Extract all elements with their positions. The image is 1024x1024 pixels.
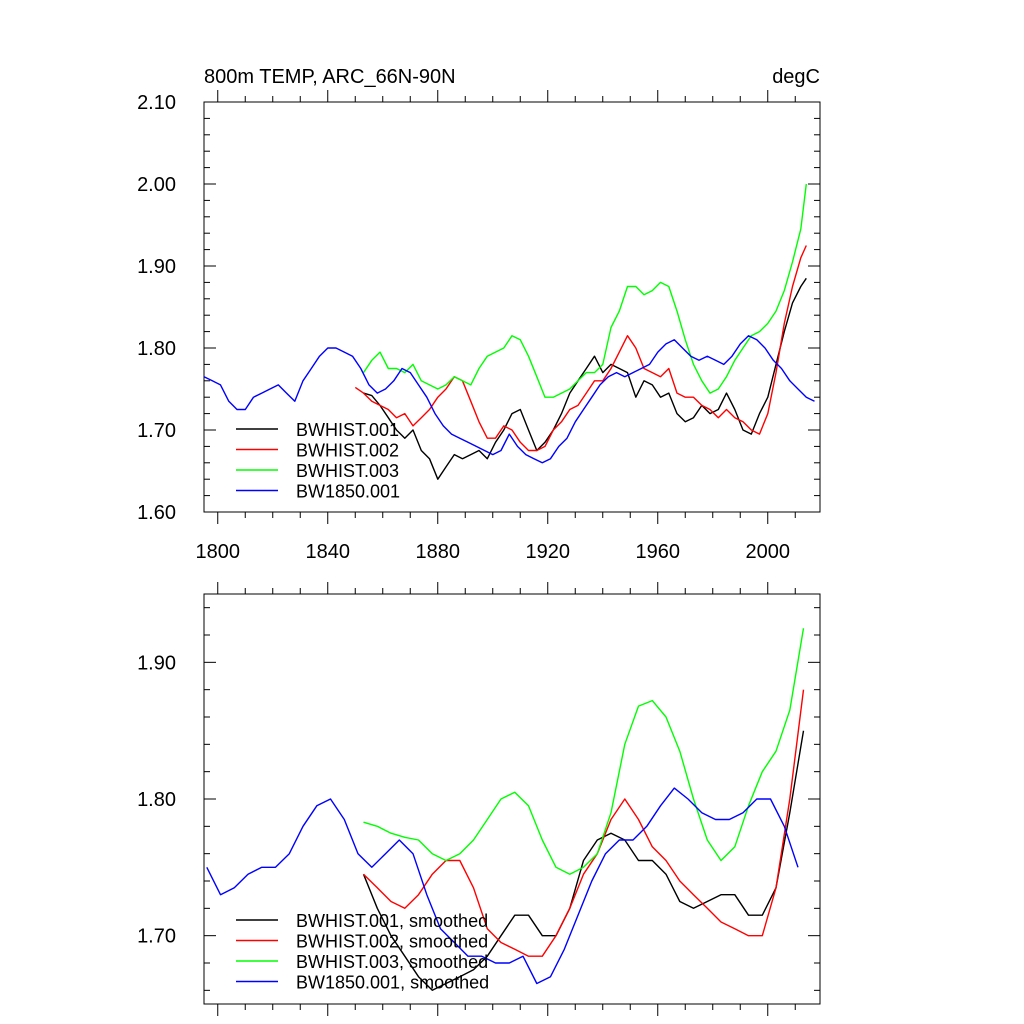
plot-frame — [203, 101, 821, 513]
panel1-title: 800m TEMP, ARC_66N-90N — [204, 66, 456, 88]
legend-label: BW1850.001, smoothed — [296, 973, 489, 993]
series-line-bwhist-001-smoothed — [362, 730, 805, 991]
y-tick-label: 1.70 — [137, 420, 176, 442]
y-tick-label: 1.80 — [137, 338, 176, 360]
y-tick-label: 1.90 — [137, 652, 176, 674]
x-tick-label: 1960 — [636, 541, 681, 563]
y-tick-label: 1.90 — [137, 256, 176, 278]
series-line-bwhist-002 — [354, 245, 807, 452]
legend-label: BW1850.001 — [296, 482, 400, 502]
legend-label: BWHIST.003, smoothed — [296, 952, 488, 972]
legend-label: BWHIST.001, smoothed — [296, 911, 488, 931]
x-tick-label: 1880 — [416, 541, 461, 563]
series-line-bwhist-002-smoothed — [363, 689, 805, 957]
y-tick-label: 1.60 — [137, 502, 176, 524]
y-tick-label: 1.80 — [137, 789, 176, 811]
x-tick-label: 1920 — [526, 541, 571, 563]
series-line-bwhist-001 — [363, 277, 807, 480]
x-tick-label: 2000 — [746, 541, 791, 563]
x-tick-label: 1800 — [196, 541, 241, 563]
y-tick-label: 1.70 — [137, 926, 176, 948]
legend-label: BWHIST.001 — [296, 420, 399, 440]
legend-label: BWHIST.002 — [296, 441, 399, 461]
panel1-plot: 1800 1840 1880 1920 1960 2000 1.60 1.70 1.80 1.90… — [137, 90, 821, 563]
panel1-units: degC — [772, 66, 820, 88]
x-tick-label: 1840 — [306, 541, 351, 563]
y-tick-label: 2.10 — [137, 92, 176, 114]
series-line-bw1850-001-smoothed — [206, 787, 799, 985]
series-line-bwhist-003 — [362, 183, 807, 398]
series-line-bwhist-003-smoothed — [363, 628, 805, 875]
legend-label: BWHIST.003 — [296, 461, 399, 481]
legend-label: BWHIST.002, smoothed — [296, 932, 488, 952]
series-line-bw1850-001 — [203, 335, 815, 464]
y-tick-label: 2.00 — [137, 174, 176, 196]
